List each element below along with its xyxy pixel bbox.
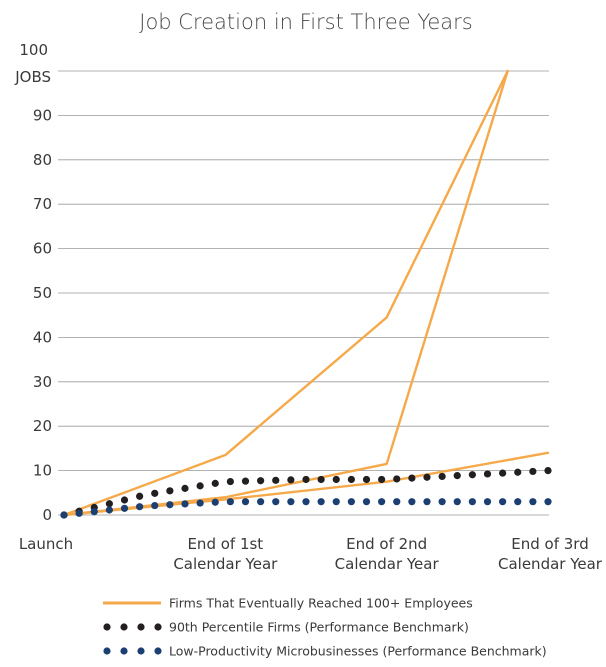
series-2-point-6 [151, 501, 159, 510]
series-1-point-3 [105, 500, 113, 508]
series-2-point-4 [120, 504, 129, 512]
series-1-point-4 [120, 496, 129, 504]
series-2-point-31 [529, 498, 537, 506]
series-1-point-20 [362, 475, 371, 484]
series-2-point-23 [408, 498, 416, 506]
y-tick-labels: 0 10 20 30 40 50 60 70 80 90 100 [19, 41, 52, 524]
legend: Firms That Eventually Reached 100+ Emplo… [103, 596, 547, 659]
x-tick-label-1: End of 1st Calendar Year [173, 535, 278, 573]
series-2-point-32 [544, 498, 552, 506]
x-tick-label-3: End of 3rd Calendar Year [498, 535, 603, 573]
y-tick-label-90: 90 [33, 106, 52, 124]
legend-item-1: 90th Percentile Firms (Performance Bench… [103, 620, 469, 635]
series-2-point-11 [226, 498, 234, 506]
y-tick-label-20: 20 [33, 417, 52, 435]
legend-swatch-2 [103, 647, 162, 655]
series-2-point-17 [317, 498, 325, 506]
series-1-point-25 [438, 472, 446, 481]
series-2-point-7 [166, 501, 174, 509]
series-2-point-13 [257, 498, 265, 506]
chart-title: Job Creation in First Three Years [139, 10, 473, 34]
series-1-point-28 [483, 470, 492, 478]
series-2-point-24 [423, 498, 431, 506]
y-tick-label-10: 10 [33, 462, 52, 480]
series-1-point-31 [529, 467, 537, 476]
series-2-point-8 [181, 500, 189, 508]
series-1-point-22 [393, 475, 401, 483]
series-1-point-15 [287, 476, 295, 484]
series-1-point-21 [378, 475, 386, 484]
series-2-point-25 [438, 498, 446, 506]
series-2-point-20 [362, 498, 371, 506]
series-1-point-17 [317, 475, 325, 484]
series-2-point-9 [196, 499, 204, 507]
y-axis-label: JOBS [14, 68, 51, 86]
y-tick-label-40: 40 [33, 328, 52, 346]
series-2-point-18 [332, 498, 340, 506]
series-1-point-5 [136, 492, 144, 500]
series-2-point-14 [272, 498, 280, 506]
y-tick-label-60: 60 [33, 240, 52, 258]
series-1-point-6 [151, 489, 159, 497]
series-1-point-19 [347, 475, 355, 484]
series-0-line-0 [62, 69, 509, 517]
series-2-point-10 [211, 498, 219, 506]
y-tick-label-100: 100 [19, 41, 48, 59]
legend-item-2: Low-Productivity Microbusinesses (Perfor… [103, 644, 547, 659]
x-tick-label-0: Launch [19, 535, 73, 553]
series-1 [60, 467, 552, 519]
series-2-point-28 [483, 498, 492, 506]
series-2-point-19 [347, 498, 355, 506]
series-2-point-5 [136, 503, 144, 511]
series-2-point-21 [378, 498, 386, 506]
series-1-point-18 [332, 475, 340, 484]
series-2-point-27 [468, 498, 476, 506]
series-1-point-10 [211, 479, 219, 487]
series [60, 69, 552, 519]
series-2-point-3 [105, 506, 113, 514]
series-1-point-29 [499, 469, 507, 477]
series-0-line-2 [62, 451, 550, 517]
legend-item-0: Firms That Eventually Reached 100+ Emplo… [103, 596, 473, 611]
series-2 [60, 498, 552, 519]
legend-label-1: 90th Percentile Firms (Performance Bench… [169, 620, 469, 635]
series-2-point-26 [453, 498, 461, 506]
series-2-point-0 [60, 511, 68, 519]
series-1-point-13 [257, 477, 265, 485]
x-tick-label-2: End of 2nd Calendar Year [335, 535, 440, 573]
series-2-point-29 [499, 498, 507, 506]
series-1-point-8 [181, 484, 189, 492]
y-tick-label-0: 0 [42, 506, 52, 524]
series-2-point-30 [514, 498, 522, 506]
series-1-point-24 [423, 473, 431, 481]
y-tick-label-50: 50 [33, 284, 52, 302]
series-1-point-12 [241, 477, 250, 485]
series-1-point-23 [408, 474, 416, 482]
series-2-point-12 [241, 498, 250, 506]
x-tick-labels: Launch End of 1st Calendar Year End of 2nd C… [19, 535, 603, 573]
series-1-point-26 [453, 471, 461, 480]
y-tick-label-70: 70 [33, 195, 52, 213]
series-1-point-16 [302, 475, 310, 484]
series-2-point-15 [287, 498, 295, 506]
legend-swatch-1 [103, 623, 162, 631]
series-2-point-16 [302, 498, 310, 506]
series-1-point-32 [544, 467, 552, 475]
y-tick-label-80: 80 [33, 151, 52, 169]
series-1-point-27 [468, 471, 476, 479]
legend-label-0: Firms That Eventually Reached 100+ Emplo… [169, 596, 473, 611]
series-2-point-2 [90, 508, 98, 516]
series-2-point-1 [75, 509, 83, 517]
series-1-point-14 [272, 476, 280, 484]
series-2-point-22 [393, 498, 401, 506]
series-1-point-9 [196, 482, 204, 490]
legend-label-2: Low-Productivity Microbusinesses (Perfor… [169, 644, 547, 659]
y-tick-label-30: 30 [33, 373, 52, 391]
gridlines [58, 70, 549, 516]
series-1-point-11 [226, 477, 234, 486]
series-1-point-7 [166, 487, 174, 495]
series-1-point-30 [514, 468, 522, 476]
